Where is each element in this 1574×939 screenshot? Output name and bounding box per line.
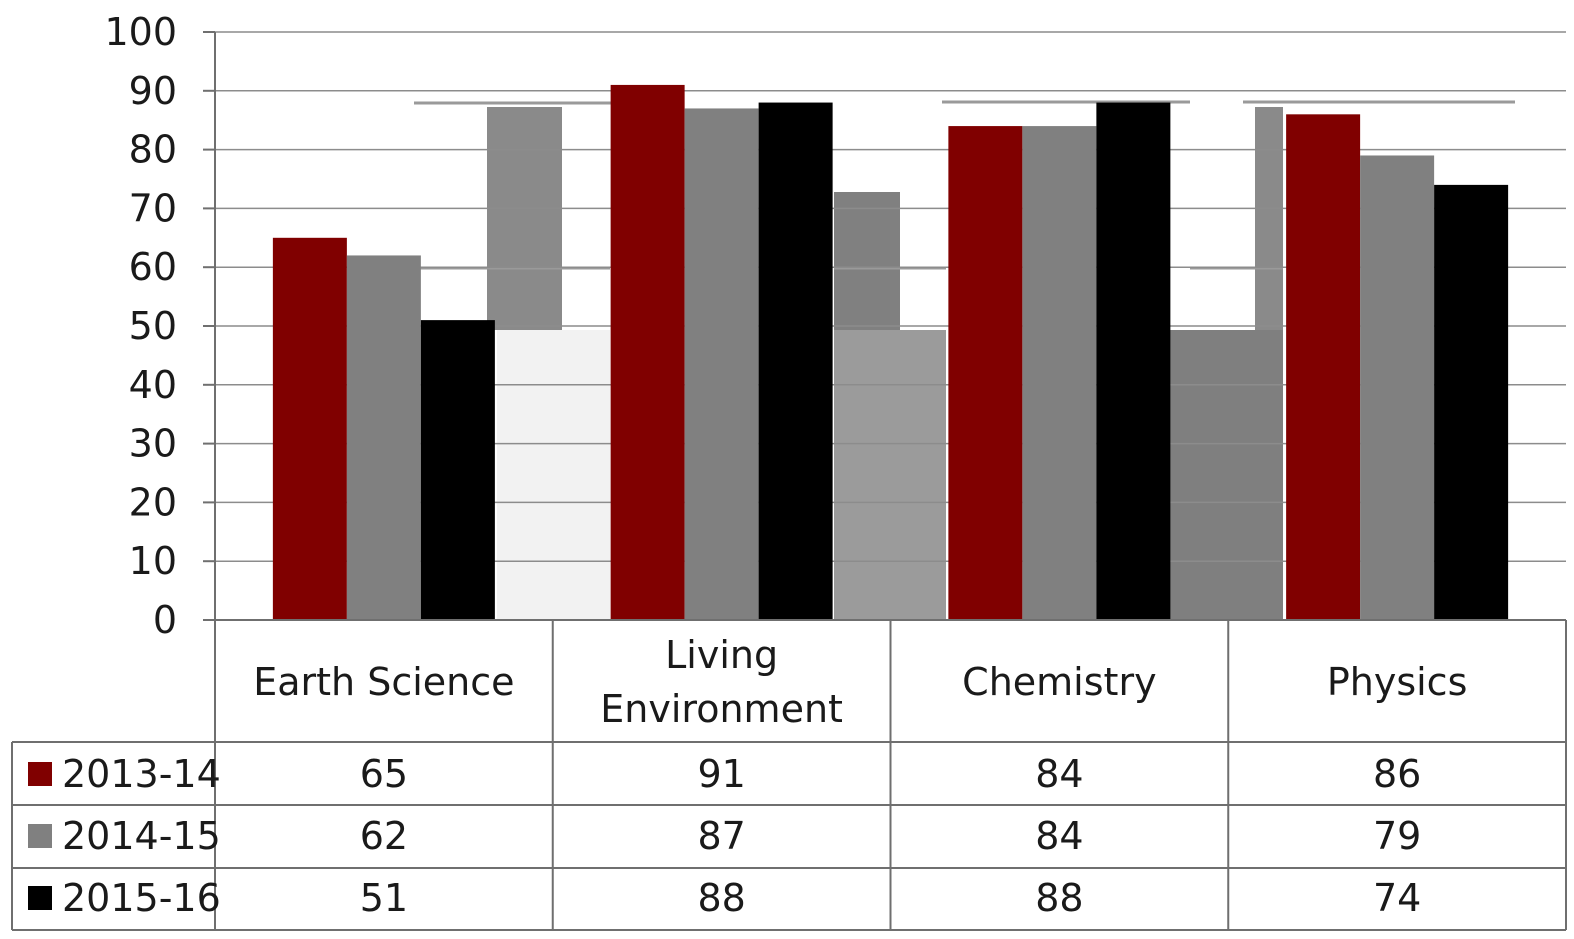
y-tick-label: 40 [129, 363, 177, 407]
bar-2013-14-chemistry [948, 126, 1023, 620]
category-label: Chemistry [962, 660, 1156, 704]
bar-2013-14-physics [1286, 114, 1361, 620]
legend-swatch [28, 824, 52, 848]
data-label: 88 [1035, 876, 1083, 920]
category-label: Physics [1327, 660, 1468, 704]
background-decoration-shape [834, 330, 946, 620]
legend-label: 2014-15 [62, 814, 221, 858]
legend-swatch [28, 886, 52, 910]
background-decoration-shape [497, 330, 610, 620]
background-decoration-shape [487, 107, 562, 330]
background-decoration-shape [1255, 107, 1283, 330]
y-tick-label: 90 [129, 69, 177, 113]
data-label: 91 [697, 752, 745, 796]
bar-2014-15-living-environment [684, 108, 759, 620]
data-label: 86 [1373, 752, 1421, 796]
background-decoration-shape [1170, 330, 1283, 620]
data-label: 65 [360, 752, 408, 796]
y-tick-label: 60 [129, 245, 177, 289]
legend-label: 2015-16 [62, 876, 221, 920]
y-tick-label: 10 [129, 539, 177, 583]
data-label: 84 [1035, 814, 1083, 858]
bar-2014-15-chemistry [1022, 126, 1097, 620]
data-table: Earth Science Living Environment Chemistry P… [11, 619, 1567, 931]
bar-2014-15-earth-science [346, 255, 421, 620]
data-label: 84 [1035, 752, 1083, 796]
bar-2015-16-chemistry [1096, 102, 1171, 620]
y-tick-label: 20 [129, 480, 177, 524]
bar-2013-14-living-environment [610, 84, 685, 621]
legend-swatch [28, 762, 52, 786]
bar-2015-16-earth-science [420, 320, 495, 620]
data-label: 87 [697, 814, 745, 858]
y-axis: 0 10 20 30 40 50 60 70 80 90 100 [104, 10, 216, 642]
bar-2013-14-earth-science [272, 237, 347, 621]
bar-2015-16-physics [1434, 184, 1509, 620]
y-tick-label: 30 [129, 422, 177, 466]
y-tick-label: 70 [129, 186, 177, 230]
data-label: 74 [1373, 876, 1421, 920]
data-label: 79 [1373, 814, 1421, 858]
bar-2015-16-living-environment [758, 102, 833, 620]
y-tick-label: 0 [153, 598, 177, 642]
data-label: 51 [360, 876, 408, 920]
category-label: Living Environment [600, 633, 843, 731]
y-tick-label: 100 [104, 10, 177, 54]
y-tick-label: 80 [129, 128, 177, 172]
bars [272, 84, 1509, 621]
y-tick-label: 50 [129, 304, 177, 348]
data-label: 88 [697, 876, 745, 920]
category-label: Earth Science [253, 660, 514, 704]
legend-label: 2013-14 [62, 752, 221, 796]
bar-2014-15-physics [1360, 155, 1435, 621]
background-decoration [414, 100, 1515, 620]
data-label: 62 [360, 814, 408, 858]
background-decoration-shape [834, 192, 900, 330]
